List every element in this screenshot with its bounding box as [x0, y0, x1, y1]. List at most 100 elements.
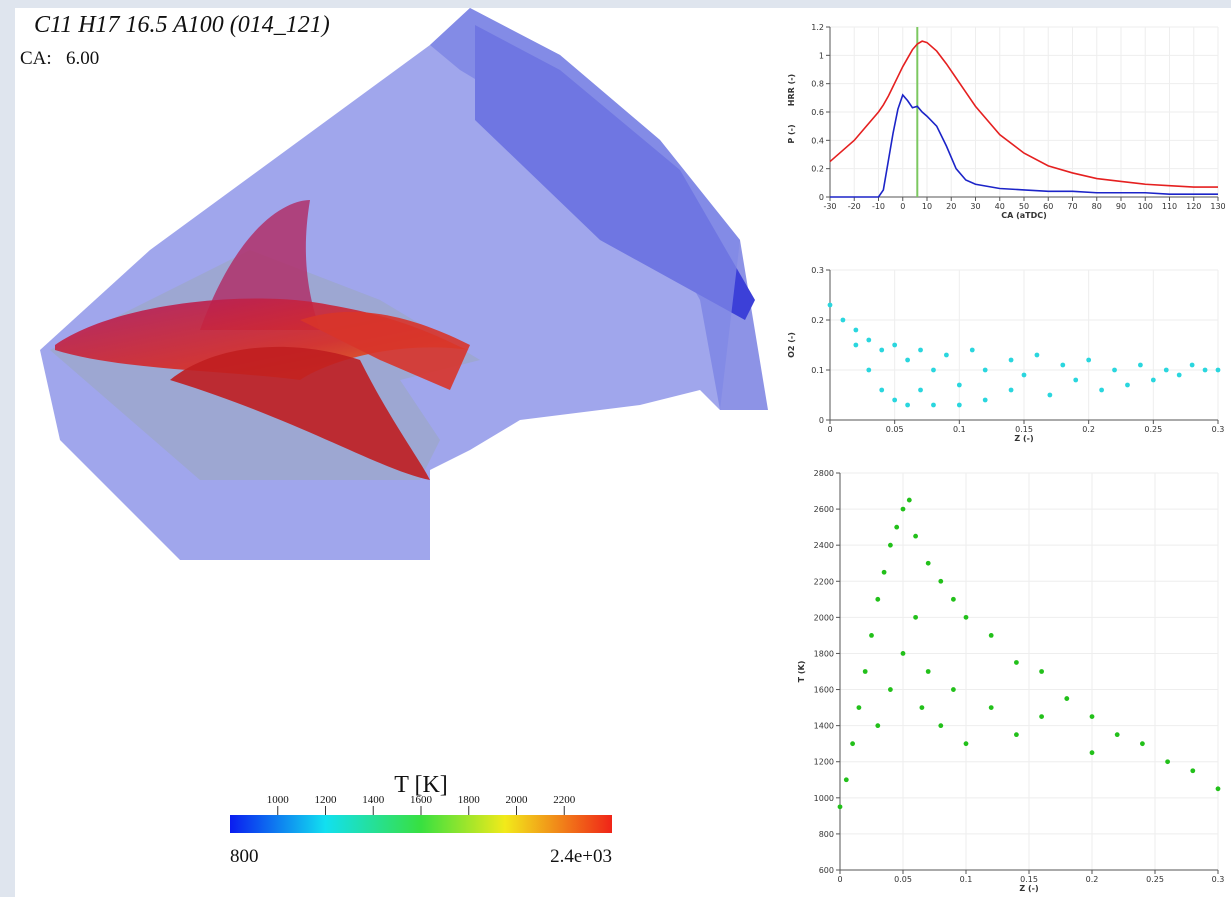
x-tick-label: 10: [922, 202, 932, 211]
scatter-point: [892, 342, 898, 348]
scatter-point: [969, 347, 975, 353]
y-tick-label: 1.2: [811, 23, 824, 32]
scatter-point: [1086, 357, 1092, 363]
scatter-point: [1215, 367, 1221, 373]
scatter-point: [1060, 362, 1066, 368]
scatter-point: [1039, 714, 1044, 720]
scatter-point: [919, 705, 925, 710]
series-line: [830, 93, 1218, 198]
x-tick-label: 100: [1138, 202, 1153, 211]
colorbar-limit: 800: [230, 846, 259, 867]
scatter-point: [1064, 696, 1070, 701]
scatter-point: [900, 506, 906, 512]
y-tick-label: 1000: [814, 794, 834, 803]
x-tick-label: 20: [946, 202, 956, 211]
scatter-point: [866, 367, 872, 373]
colorbar-limit: 2.4e+03: [550, 846, 612, 867]
x-tick-label: 40: [995, 202, 1005, 211]
scatter-point: [918, 347, 923, 353]
x-axis-label: Z (-): [1014, 434, 1033, 443]
x-tick-label: 0.05: [886, 425, 904, 434]
scatter-point: [1112, 367, 1117, 373]
scatter-point: [869, 633, 874, 638]
y-tick-label: 1800: [814, 649, 834, 658]
x-tick-label: 130: [1210, 202, 1225, 211]
scatter-point: [1202, 367, 1208, 373]
colorbar: [230, 815, 612, 833]
scatter-point: [1114, 732, 1120, 738]
y-tick-label: 1200: [814, 758, 834, 767]
scatter-point: [925, 560, 931, 566]
scatter-point: [1140, 741, 1145, 747]
scatter-point: [982, 367, 988, 373]
scatter-point: [892, 397, 898, 403]
scene-title: C11 H17 16.5 A100 (014_121): [34, 12, 330, 38]
x-tick-label: 0.2: [1086, 875, 1099, 884]
x-tick-label: 0.25: [1146, 875, 1164, 884]
scatter-point: [1047, 392, 1053, 398]
x-tick-label: 0.3: [1212, 875, 1225, 884]
scatter-point: [906, 497, 912, 503]
y-tick-label: 1400: [814, 722, 834, 731]
scatter-point: [905, 402, 910, 408]
scatter-point: [894, 524, 900, 530]
y-axis-label: T (K): [797, 661, 806, 683]
scatter-point: [988, 705, 994, 710]
x-tick-label: 0.25: [1144, 425, 1162, 434]
scatter-point: [1008, 357, 1014, 363]
scatter-point: [956, 382, 962, 388]
y-tick-label: 1: [819, 51, 824, 60]
scatter-point: [843, 777, 849, 783]
y-tick-label: 800: [819, 830, 834, 839]
x-tick-label: 50: [1019, 202, 1029, 211]
x-tick-label: 0.3: [1212, 425, 1225, 434]
scatter-point: [1176, 372, 1182, 378]
scatter-point: [951, 687, 956, 692]
scatter-point: [951, 596, 956, 602]
x-tick-label: 70: [1067, 202, 1077, 211]
scatter-point: [1089, 714, 1095, 720]
x-tick-label: -20: [848, 202, 861, 211]
scatter-point: [1008, 387, 1014, 393]
x-tick-label: 30: [970, 202, 980, 211]
ca-value: 6.00: [66, 48, 99, 69]
y-tick-label: 0.2: [811, 165, 824, 174]
scatter-point: [853, 327, 859, 333]
y-tick-label: 2200: [814, 577, 834, 586]
y-axis-label: P (-): [787, 124, 796, 143]
scatter-point: [988, 633, 994, 638]
colorbar-tick-label: 1000: [267, 794, 290, 806]
x-tick-label: 120: [1186, 202, 1201, 211]
scatter-point: [918, 387, 923, 393]
scatter-point: [875, 596, 881, 602]
scatter-point: [879, 347, 885, 353]
scatter-point: [1089, 750, 1095, 756]
colorbar-tick-label: 1800: [458, 794, 481, 806]
y-tick-label: 2800: [814, 469, 834, 478]
scatter-point: [931, 367, 936, 373]
x-tick-label: -10: [872, 202, 885, 211]
x-axis-label: CA (aTDC): [1001, 211, 1047, 220]
colorbar-tick-label: 2000: [506, 794, 529, 806]
scatter-point: [862, 669, 868, 674]
scatter-point: [925, 669, 931, 674]
y-tick-label: 0: [819, 193, 824, 202]
scatter-point: [913, 614, 918, 620]
scatter-point: [1125, 382, 1130, 388]
scatter-point: [956, 402, 962, 408]
x-axis-label: Z (-): [1019, 884, 1038, 893]
y-axis-label: O2 (-): [787, 332, 796, 358]
x-tick-label: 0.05: [894, 875, 912, 884]
scatter-point: [913, 533, 918, 539]
scatter-point: [875, 723, 881, 729]
scatter-point: [1099, 387, 1104, 393]
series-line: [829, 40, 1218, 188]
x-tick-label: 110: [1162, 202, 1177, 211]
y-tick-label: 0.1: [811, 366, 824, 375]
y-tick-label: 2400: [814, 541, 834, 550]
scatter-point: [944, 352, 949, 358]
y-tick-label: 0.3: [811, 266, 824, 275]
scatter-point: [1034, 352, 1040, 358]
